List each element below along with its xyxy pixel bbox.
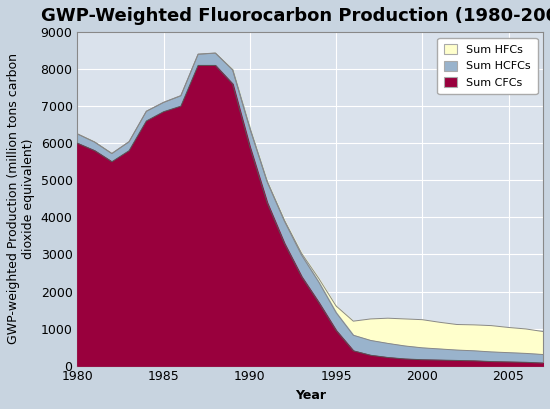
X-axis label: Year: Year — [295, 389, 326, 402]
Legend: Sum HFCs, Sum HCFCs, Sum CFCs: Sum HFCs, Sum HCFCs, Sum CFCs — [437, 38, 537, 94]
Title: GWP-Weighted Fluorocarbon Production (1980-2007): GWP-Weighted Fluorocarbon Production (19… — [41, 7, 550, 25]
Y-axis label: GWP-weighted Production (million tons carbon
dioxide equivalent): GWP-weighted Production (million tons ca… — [7, 53, 35, 344]
